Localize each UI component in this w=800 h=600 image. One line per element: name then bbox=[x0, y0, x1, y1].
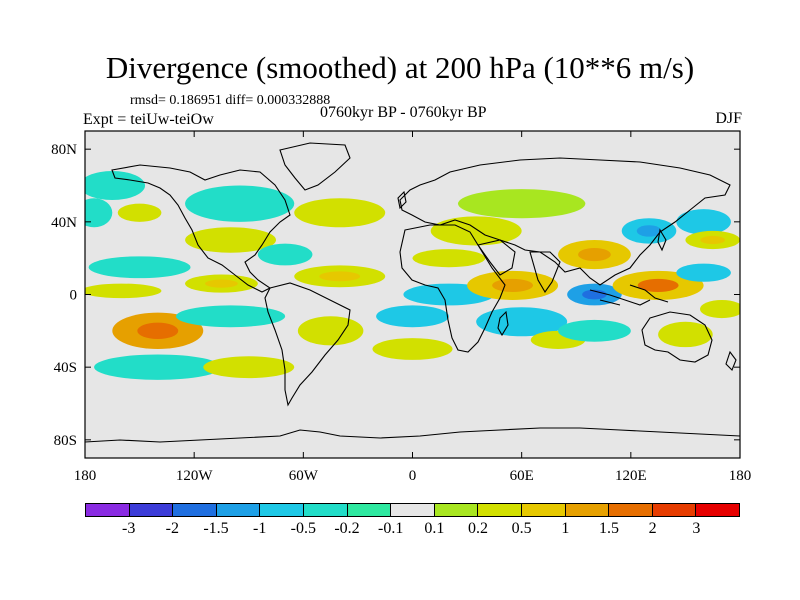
field-blob-core bbox=[691, 268, 716, 277]
field-blob-core bbox=[501, 315, 543, 329]
field-blob bbox=[558, 319, 631, 342]
period-label: 0760kyr BP - 0760kyr BP bbox=[320, 104, 487, 121]
field-blob-core bbox=[319, 271, 361, 282]
field-blob bbox=[457, 189, 586, 219]
field-blob bbox=[85, 283, 162, 299]
lat-tick-label: 80N bbox=[51, 142, 77, 158]
field-blob-core bbox=[582, 289, 607, 300]
lon-tick-label: 120W bbox=[176, 468, 214, 484]
lat-tick-label: 40S bbox=[54, 360, 77, 376]
colorbar-label: -1 bbox=[252, 520, 267, 537]
field-blob bbox=[699, 299, 740, 319]
colorbar-label: -3 bbox=[121, 520, 136, 537]
rmsd-stats: rmsd= 0.186951 diff= 0.000332888 bbox=[130, 93, 331, 108]
field-blob bbox=[85, 198, 113, 228]
field-blob-core bbox=[691, 216, 716, 228]
lat-tick-label: 0 bbox=[70, 288, 78, 304]
field-blob bbox=[185, 227, 277, 253]
colorbar-swatch bbox=[521, 504, 566, 516]
divergence-field bbox=[85, 170, 740, 380]
colorbar-swatch bbox=[129, 504, 174, 516]
colorbar-swatch bbox=[434, 504, 479, 516]
field-blob-core bbox=[137, 322, 179, 340]
field-blob-core bbox=[637, 278, 679, 292]
field-blob bbox=[294, 198, 386, 228]
field-blob-core bbox=[396, 311, 429, 322]
colorbar-swatch bbox=[652, 504, 697, 516]
colorbar-label: 0.1 bbox=[424, 520, 445, 537]
lat-tick-label: 80S bbox=[54, 433, 77, 449]
axis-tick-labels: 180 120W 60W 0 60E 120E 180 80N 40N 0 40S 80S bbox=[51, 142, 751, 484]
field-blob bbox=[94, 354, 222, 380]
field-blob bbox=[658, 321, 713, 348]
field-blob bbox=[175, 305, 286, 328]
plot-title: Divergence (smoothed) at 200 hPa (10**6 … bbox=[105, 50, 695, 85]
colorbar-label: 0.2 bbox=[468, 520, 488, 537]
colorbar-swatch bbox=[86, 504, 130, 516]
colorbar-label: 1 bbox=[561, 520, 570, 537]
field-blob bbox=[297, 316, 364, 346]
field-blob-core bbox=[492, 278, 534, 292]
colorbar-swatch bbox=[347, 504, 392, 516]
field-blob-core bbox=[578, 247, 611, 262]
colorbar-swatch bbox=[260, 504, 304, 516]
colorbar-swatch bbox=[303, 504, 348, 516]
season-label: DJF bbox=[715, 110, 742, 127]
colorbar-swatch bbox=[565, 504, 610, 516]
colorbar-swatch bbox=[609, 504, 653, 516]
colorbar-label: -0.5 bbox=[290, 520, 316, 537]
colorbar-label: 0.5 bbox=[511, 520, 532, 537]
field-blob bbox=[430, 216, 522, 246]
colorbar-swatch bbox=[478, 504, 522, 516]
field-blob bbox=[88, 256, 191, 279]
colorbar-label: -0.2 bbox=[334, 520, 360, 537]
colorbar-swatch bbox=[216, 504, 261, 516]
lon-tick-label: 180 bbox=[74, 468, 97, 484]
field-blob-core bbox=[700, 235, 725, 245]
field-blob bbox=[257, 243, 313, 266]
field-blob bbox=[203, 356, 295, 379]
colorbar-swatch bbox=[696, 504, 739, 516]
field-blob bbox=[117, 203, 162, 222]
colorbar-label: 2 bbox=[648, 520, 657, 537]
lon-tick-label: 120E bbox=[615, 468, 647, 484]
lon-tick-label: 60W bbox=[289, 468, 319, 484]
lon-tick-label: 60E bbox=[510, 468, 534, 484]
field-blob bbox=[372, 338, 453, 360]
lon-tick-label: 180 bbox=[729, 468, 752, 484]
colorbar-label: -1.5 bbox=[203, 520, 229, 537]
colorbar-label: 3 bbox=[692, 520, 701, 537]
colorbar-label: 1.5 bbox=[599, 520, 619, 537]
field-blob bbox=[185, 185, 295, 222]
experiment-label: Expt = teiUw-teiOw bbox=[83, 111, 214, 128]
lon-tick-label: 0 bbox=[409, 468, 417, 484]
colorbar-labels: -3 -2 -1.5 -1 -0.5 -0.2 -0.1 0.1 0.2 0.5 1 1.5 2 3 bbox=[85, 520, 740, 540]
field-blob-core bbox=[636, 225, 662, 237]
colorbar-swatch bbox=[391, 504, 435, 516]
field-blob-core bbox=[428, 289, 470, 300]
colorbar-swatch bbox=[173, 504, 217, 516]
colorbar-label: -0.1 bbox=[377, 520, 404, 537]
colorbar bbox=[85, 503, 740, 517]
field-blob bbox=[85, 170, 146, 201]
lat-tick-label: 40N bbox=[51, 215, 77, 231]
axis-ticks bbox=[84, 131, 741, 458]
colorbar-label: -2 bbox=[165, 520, 179, 537]
field-blob-core bbox=[205, 279, 238, 288]
coastlines bbox=[85, 142, 740, 443]
field-blob bbox=[412, 249, 486, 268]
